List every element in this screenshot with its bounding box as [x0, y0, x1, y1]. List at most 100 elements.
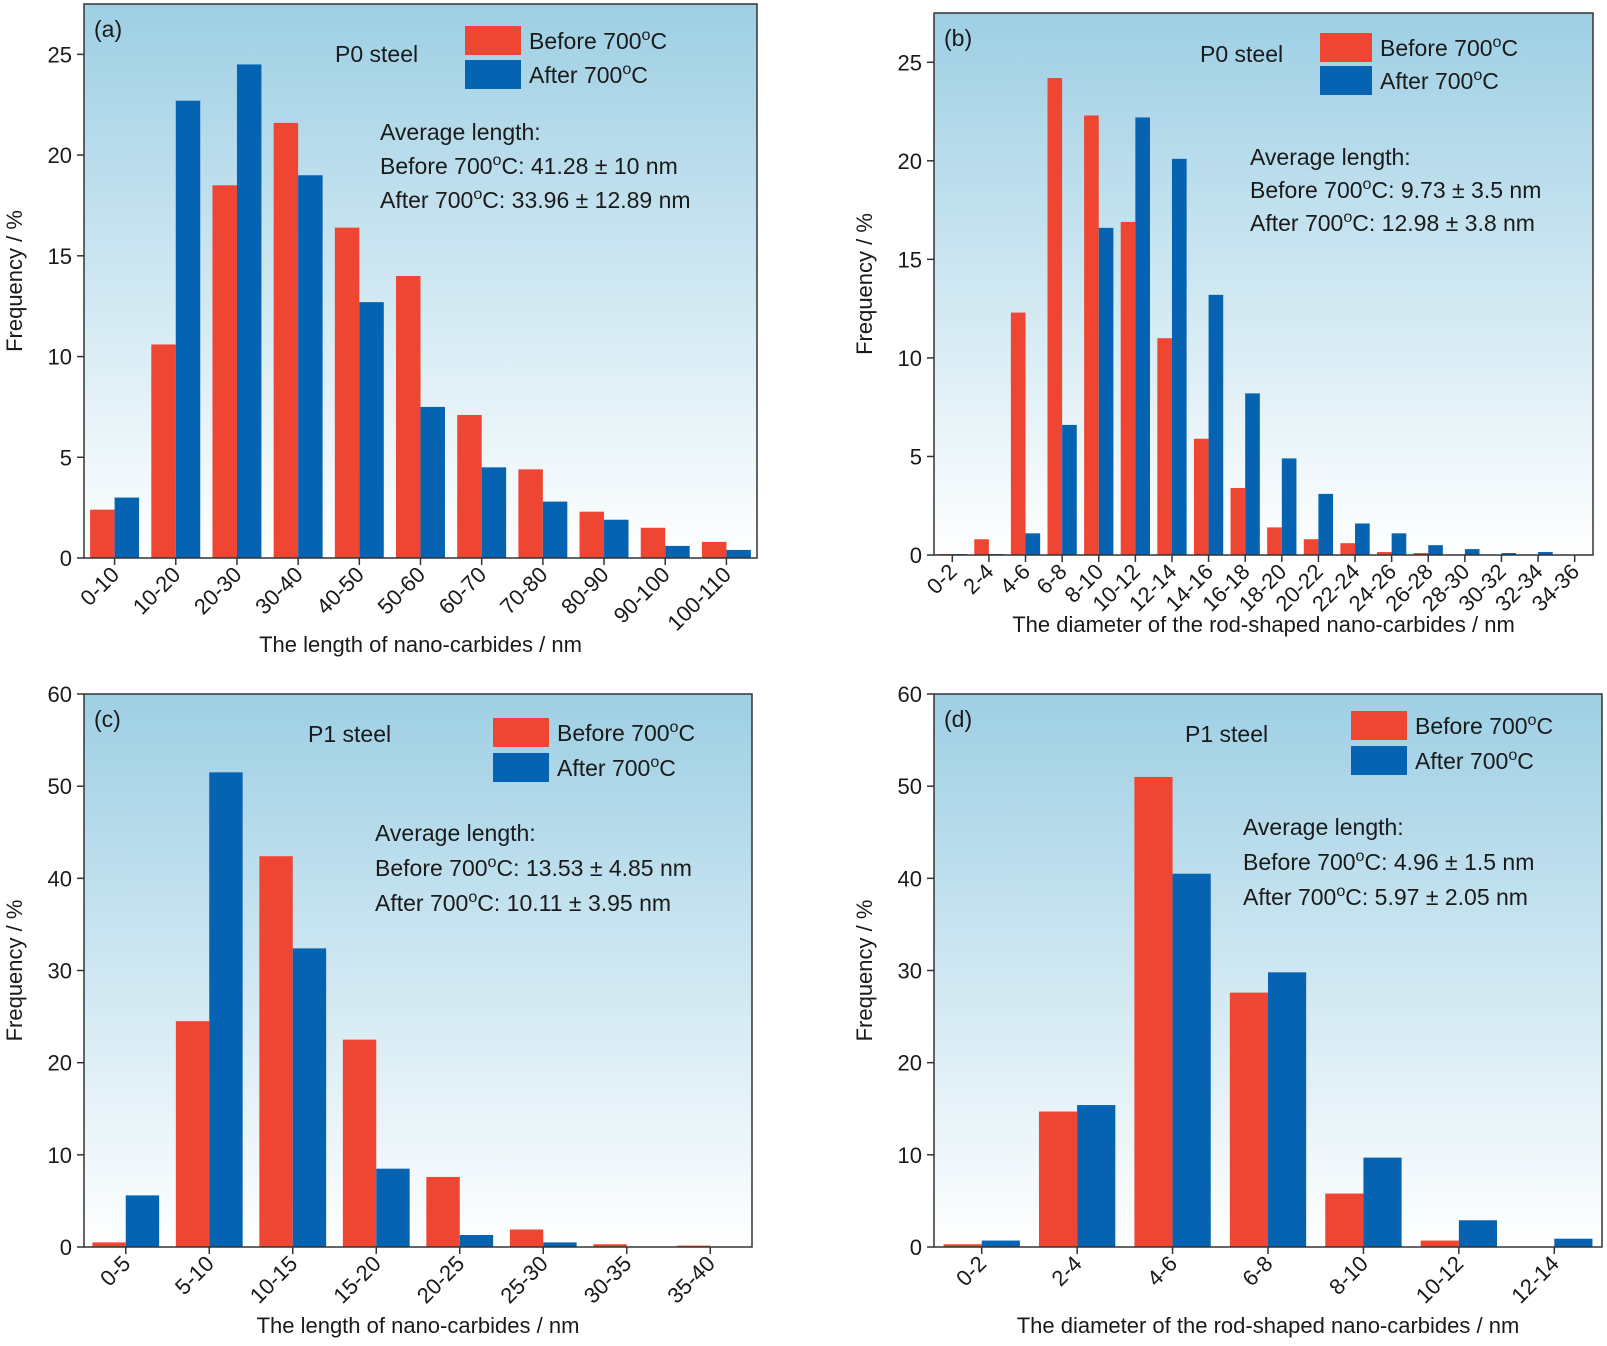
- steel-label: P0 steel: [335, 41, 418, 67]
- bar-after-0-2: [981, 1240, 1020, 1247]
- bar-after-4-6: [1025, 533, 1041, 555]
- y-tick-label: 40: [48, 866, 72, 891]
- bar-after-80-90: [604, 519, 629, 558]
- plot-frame: [933, 12, 1594, 556]
- y-tick-label: 20: [48, 143, 72, 168]
- annotation-line: After 700oC: 10.11 ± 3.95 nm: [375, 888, 671, 916]
- steel-label: P1 steel: [308, 721, 391, 747]
- bar-before-22-24: [1340, 543, 1356, 555]
- y-tick-label: 50: [48, 774, 72, 799]
- x-tick-label: 10-20: [128, 562, 185, 619]
- bar-after-20-25: [459, 1235, 494, 1247]
- x-tick-label: 15-20: [328, 1251, 385, 1308]
- x-tick-label: 80-90: [556, 562, 613, 619]
- x-tick-label: 4-6: [995, 559, 1035, 599]
- bar-before-40-50: [334, 227, 360, 559]
- legend-label-after: After 700oC: [557, 753, 676, 781]
- panel-label: (d): [944, 706, 972, 732]
- x-tick-label: 10-15: [245, 1251, 302, 1308]
- y-tick-label: 0: [60, 546, 72, 571]
- panel-label: (a): [94, 16, 122, 42]
- steel-label: P1 steel: [1185, 721, 1268, 747]
- bar-before-6-8: [1047, 78, 1063, 555]
- bar-before-30-35: [593, 1244, 627, 1247]
- legend-label-after: After 700oC: [529, 60, 648, 88]
- bar-before-10-12: [1120, 221, 1136, 556]
- x-tick-label: 5-10: [170, 1251, 219, 1300]
- annotation-line: Before 700oC: 13.53 ± 4.85 nm: [375, 853, 692, 881]
- y-tick-label: 25: [898, 50, 922, 75]
- bar-before-70-80: [518, 469, 543, 558]
- bar-after-30-40: [298, 175, 323, 559]
- y-tick-label: 10: [898, 346, 922, 371]
- x-tick-label: 2-4: [958, 559, 998, 599]
- bar-before-24-26: [1376, 552, 1392, 555]
- annotation-line: After 700oC: 33.96 ± 12.89 nm: [380, 185, 691, 213]
- bar-before-6-8: [1229, 992, 1268, 1247]
- y-tick-label: 10: [48, 1143, 72, 1168]
- x-tick-label: 20-25: [412, 1251, 469, 1308]
- x-tick-label: 10-12: [1411, 1251, 1468, 1308]
- bar-after-90-100: [665, 545, 690, 558]
- y-tick-label: 25: [48, 42, 72, 67]
- x-tick-label: 100-110: [662, 562, 736, 636]
- x-tick-label: 8-10: [1324, 1251, 1373, 1300]
- chart-panel-b: 05101520250-22-44-66-88-1010-1212-1414-1…: [852, 12, 1594, 637]
- legend-swatch-after: [465, 60, 521, 89]
- panel-label: (b): [944, 25, 972, 51]
- bar-after-22-24: [1355, 523, 1370, 555]
- bar-after-18-20: [1281, 458, 1297, 555]
- bar-after-32-34: [1538, 552, 1553, 555]
- bar-after-0-10: [114, 497, 140, 558]
- bar-before-0-10: [90, 509, 115, 558]
- bar-before-12-14: [1157, 338, 1172, 555]
- y-tick-label: 20: [898, 149, 922, 174]
- legend-swatch-before: [465, 26, 521, 55]
- bar-after-100-110: [726, 549, 751, 558]
- legend-swatch-after: [1351, 746, 1407, 775]
- bar-after-28-30: [1464, 549, 1480, 555]
- y-tick-label: 5: [910, 444, 922, 469]
- bar-after-10-12: [1458, 1220, 1498, 1247]
- y-tick-label: 5: [60, 445, 72, 470]
- bar-after-6-8: [1268, 972, 1307, 1247]
- bar-before-4-6: [1010, 312, 1026, 555]
- bar-after-10-15: [292, 948, 327, 1247]
- y-tick-label: 15: [898, 247, 922, 272]
- bar-after-20-22: [1318, 493, 1334, 555]
- x-tick-label: 30-35: [579, 1251, 636, 1308]
- bar-before-26-28: [1413, 553, 1429, 555]
- legend-label-after: After 700oC: [1380, 66, 1499, 94]
- legend-label-after: After 700oC: [1415, 746, 1534, 774]
- bar-before-20-22: [1303, 539, 1319, 555]
- bar-after-26-28: [1428, 545, 1443, 555]
- bar-before-80-90: [579, 511, 605, 558]
- annotation-line: Before 700oC: 4.96 ± 1.5 nm: [1243, 847, 1534, 875]
- bar-before-25-30: [509, 1229, 544, 1247]
- bar-before-100-110: [701, 541, 727, 558]
- bar-after-4-6: [1172, 873, 1211, 1247]
- bar-after-8-10: [1363, 1157, 1402, 1247]
- y-tick-label: 10: [48, 345, 72, 370]
- plot-background: [934, 13, 1593, 555]
- bar-after-2-4: [1077, 1105, 1116, 1247]
- legend-swatch-after: [493, 753, 549, 782]
- bar-before-20-25: [426, 1176, 460, 1247]
- x-tick-label: 12-14: [1506, 1251, 1563, 1308]
- chart-panel-d: 0 10 20 30 40 50 60 0-2 2-4 4-6 6-8 8-10 10-12 12-14 T…: [852, 682, 1603, 1338]
- bar-after-15-20: [376, 1168, 410, 1247]
- bar-before-16-18: [1230, 487, 1246, 555]
- y-axis-label: Frequency / %: [2, 900, 27, 1042]
- bar-before-20-30: [212, 185, 237, 558]
- panel-label: (c): [94, 706, 121, 732]
- bar-after-50-60: [420, 406, 445, 558]
- legend-label-before: Before 700oC: [1415, 711, 1553, 739]
- bar-before-10-12: [1420, 1240, 1459, 1247]
- x-tick-label: 35-40: [662, 1251, 719, 1308]
- legend-swatch-before: [1320, 33, 1372, 62]
- y-tick-label: 30: [898, 959, 922, 984]
- x-tick-label: 0-2: [951, 1251, 991, 1291]
- bar-before-8-10: [1084, 115, 1099, 556]
- bar-after-14-16: [1208, 294, 1224, 555]
